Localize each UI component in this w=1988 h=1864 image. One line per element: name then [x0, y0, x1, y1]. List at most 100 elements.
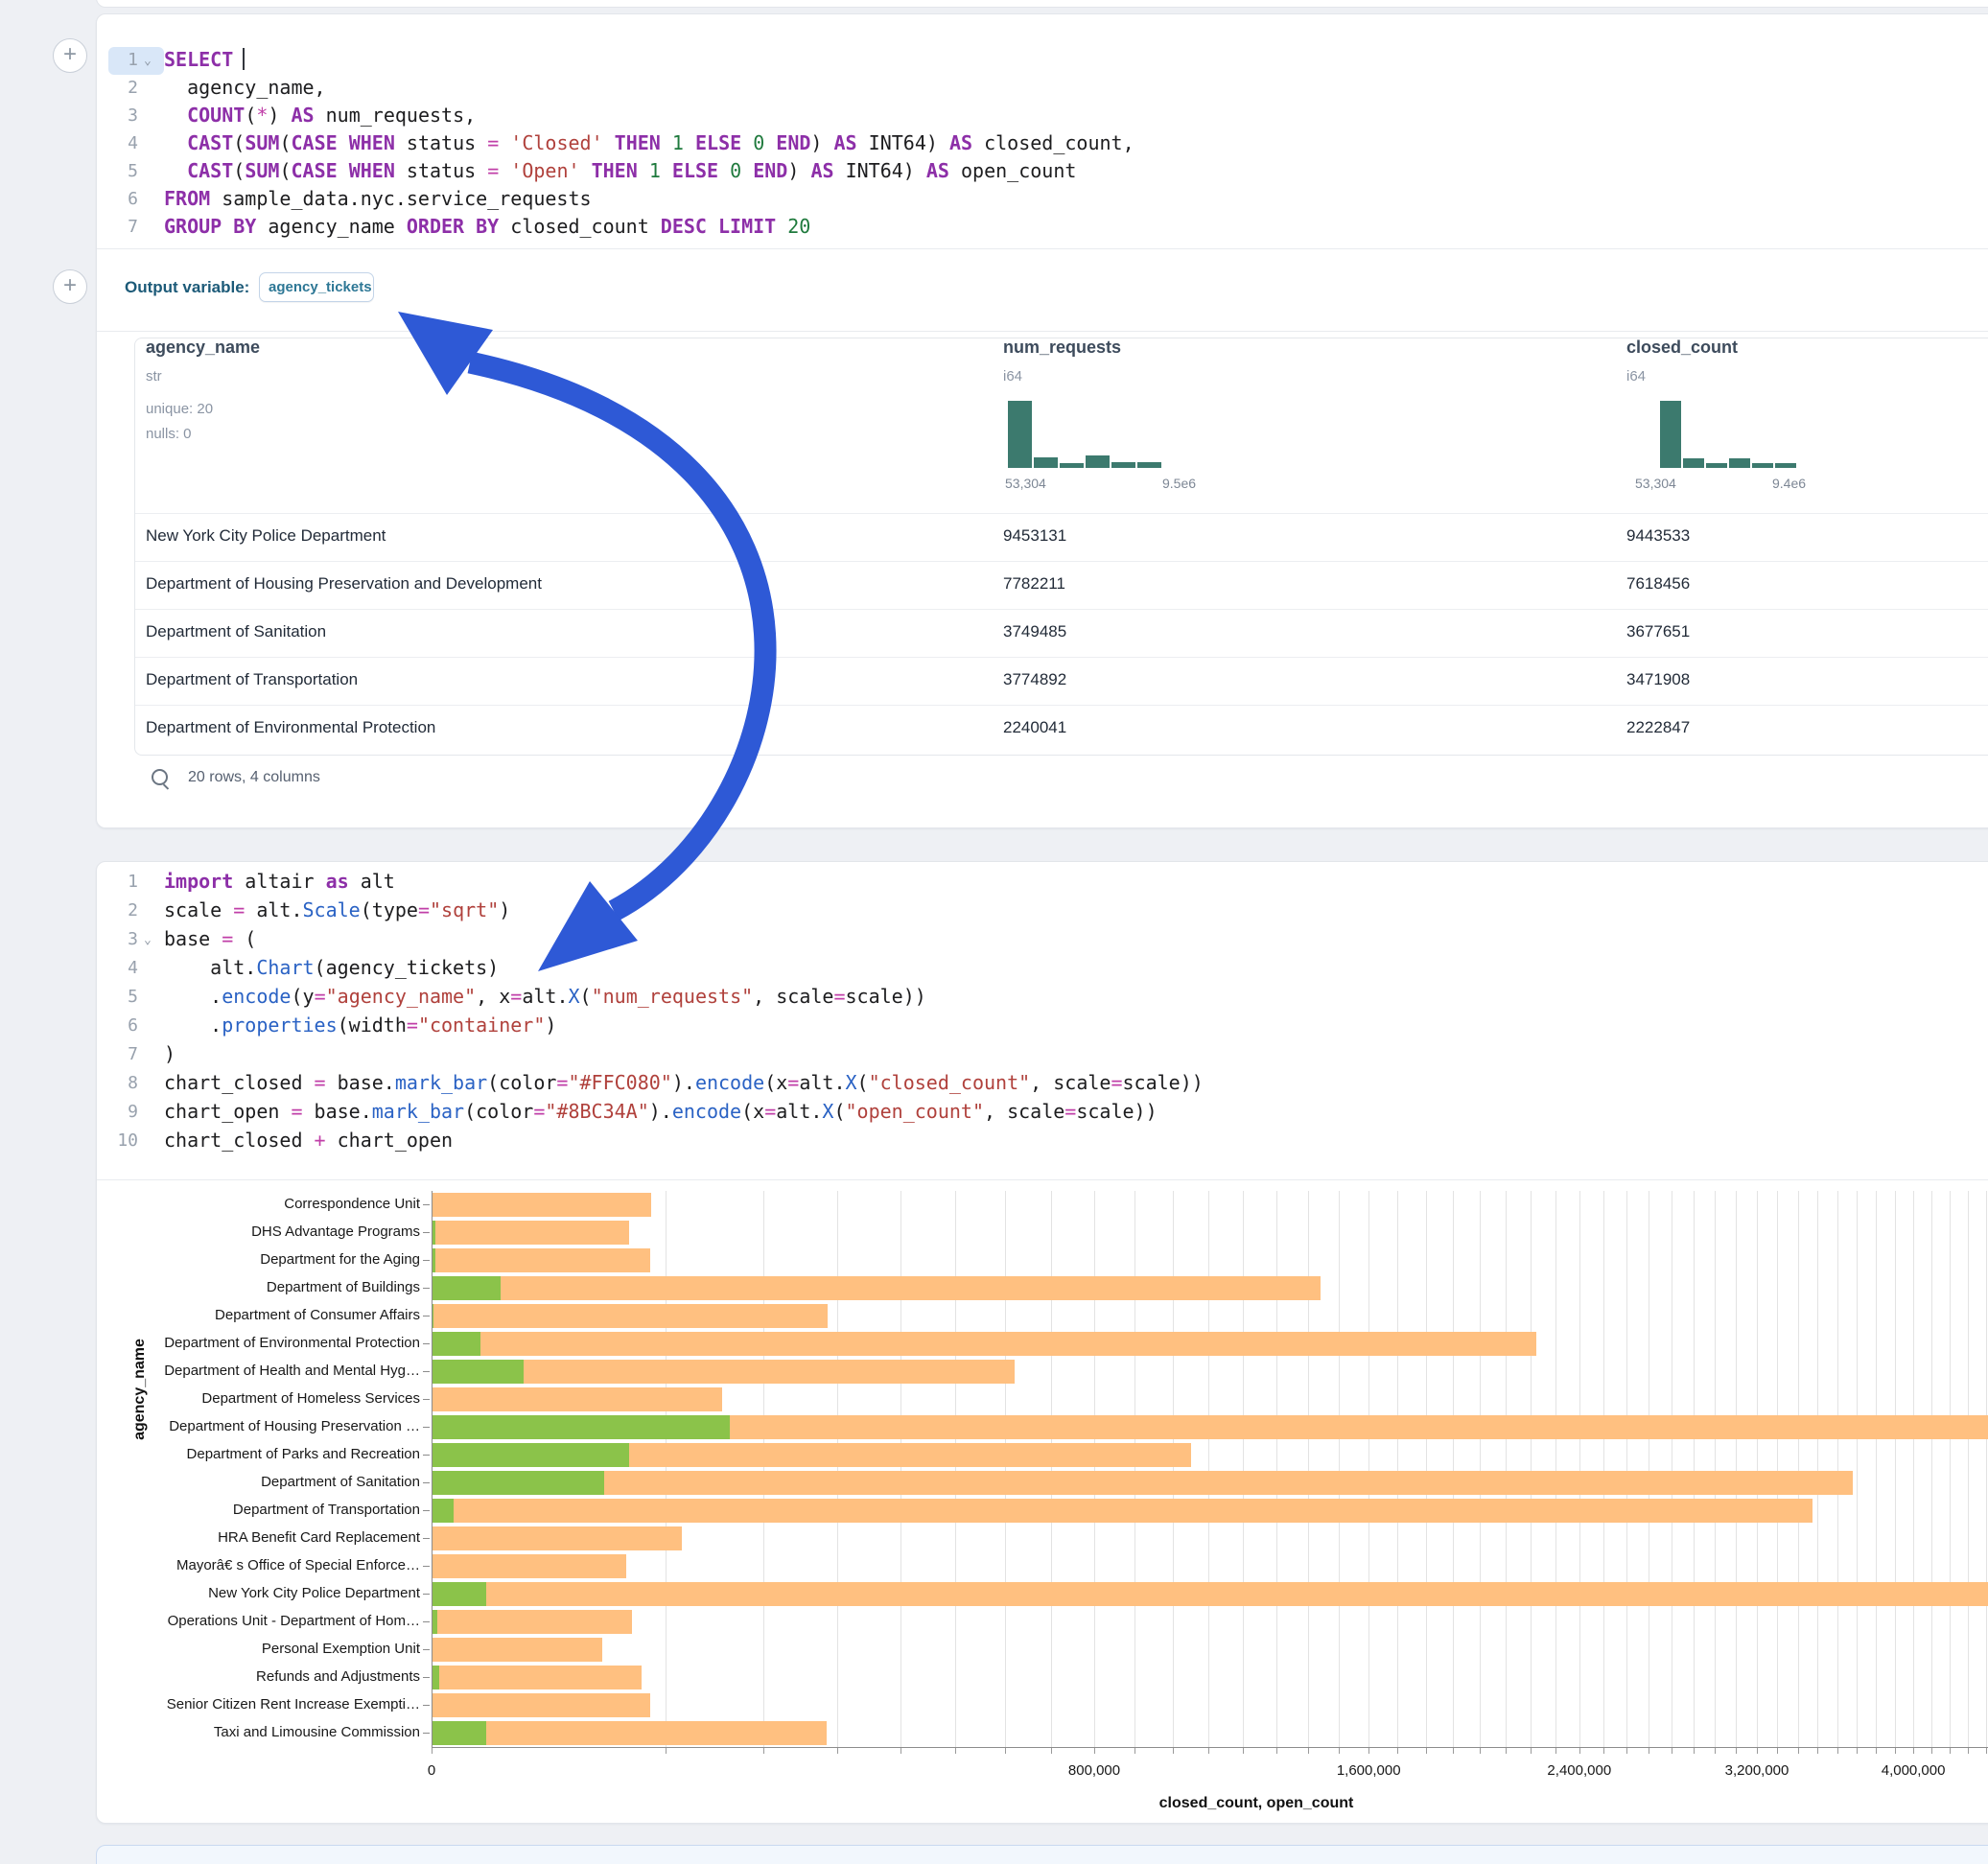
cell-num-requests: 3749485 — [1003, 622, 1066, 641]
chart-bar-closed[interactable] — [432, 1193, 651, 1217]
code-line[interactable]: 5 .encode(y="agency_name", x=alt.X("num_… — [0, 983, 1988, 1011]
chart-bar-open[interactable] — [432, 1276, 501, 1300]
line-number: 6 — [81, 185, 138, 213]
chart-x-tick — [1968, 1748, 1969, 1754]
chart-gridline — [1397, 1191, 1398, 1747]
chart-bar-closed[interactable] — [432, 1276, 1321, 1300]
chart-x-tick — [1837, 1748, 1838, 1754]
chart-gridline — [1931, 1191, 1932, 1747]
chart-x-tick — [1453, 1748, 1454, 1754]
histogram-bar — [1660, 401, 1681, 468]
code-line[interactable]: 2scale = alt.Scale(type="sqrt") — [0, 897, 1988, 924]
code-line[interactable]: 7) — [0, 1040, 1988, 1068]
histogram-bar — [1775, 463, 1796, 468]
chart-bar-closed[interactable] — [432, 1693, 650, 1717]
table-row[interactable]: New York City Police Department945313194… — [135, 513, 1988, 561]
chart-bar-open[interactable] — [432, 1360, 524, 1384]
chart-bar-closed[interactable] — [432, 1526, 682, 1550]
chart-bar-closed[interactable] — [432, 1499, 1813, 1523]
chart-bar-closed[interactable] — [432, 1248, 650, 1272]
histogram-bar — [1060, 463, 1084, 468]
chart-gridline — [1173, 1191, 1174, 1747]
collapse-caret-icon[interactable]: ⌄ — [144, 926, 152, 954]
code-line[interactable]: 6FROM sample_data.nyc.service_requests — [0, 185, 1988, 213]
chart-x-axis-title: closed_count, open_count — [1112, 1795, 1400, 1812]
chart-bar-closed[interactable] — [432, 1554, 626, 1578]
chart-x-tick — [1005, 1748, 1006, 1754]
chart-bar-open[interactable] — [432, 1499, 454, 1523]
column-header-agency-name[interactable]: agency_name — [146, 338, 260, 358]
code-text: ) — [164, 1040, 175, 1068]
chart-gridline — [1715, 1191, 1716, 1747]
code-line[interactable]: 10chart_closed + chart_open — [0, 1127, 1988, 1154]
code-line[interactable]: 4 alt.Chart(agency_tickets) — [0, 954, 1988, 982]
chart-y-tick — [423, 1510, 430, 1511]
chart-y-tick — [423, 1566, 430, 1567]
chart-bar-closed[interactable] — [432, 1221, 629, 1245]
histogram-num-requests — [1008, 399, 1171, 468]
chart-x-tick — [1757, 1748, 1758, 1754]
code-line[interactable]: 2 agency_name, — [0, 74, 1988, 102]
code-line[interactable]: 3 COUNT(*) AS num_requests, — [0, 102, 1988, 129]
table-row[interactable]: Department of Transportation377489234719… — [135, 657, 1988, 705]
table-row[interactable]: Department of Sanitation37494853677651 — [135, 609, 1988, 657]
table-row[interactable]: Department of Environmental Protection22… — [135, 705, 1988, 753]
chart-bar-closed[interactable] — [432, 1610, 632, 1634]
code-line[interactable]: 5 CAST(SUM(CASE WHEN status = 'Open' THE… — [0, 157, 1988, 185]
chart-y-tick — [423, 1399, 430, 1400]
output-variable-pill[interactable]: agency_tickets — [259, 272, 374, 302]
chart-gridline — [1986, 1191, 1987, 1747]
chart-bar-open[interactable] — [432, 1332, 480, 1356]
chart-bar-open[interactable] — [432, 1582, 486, 1606]
chart-bar-open[interactable] — [432, 1471, 604, 1495]
column-header-closed-count[interactable]: closed_count — [1626, 338, 1738, 358]
line-number: 7 — [81, 213, 138, 241]
chart-bar-closed[interactable] — [432, 1387, 722, 1411]
code-line[interactable]: 1import altair as alt — [0, 868, 1988, 896]
chart-gridline — [1757, 1191, 1758, 1747]
code-line[interactable]: 9chart_open = base.mark_bar(color="#8BC3… — [0, 1098, 1988, 1126]
code-line[interactable]: 7GROUP BY agency_name ORDER BY closed_co… — [0, 213, 1988, 241]
search-icon[interactable] — [152, 769, 168, 785]
add-cell-button-middle[interactable]: + — [53, 269, 87, 304]
column-header-num-requests[interactable]: num_requests — [1003, 338, 1121, 358]
chart-bar-closed[interactable] — [432, 1666, 642, 1689]
chart-bar-open[interactable] — [432, 1666, 439, 1689]
chart-bar-open[interactable] — [432, 1443, 629, 1467]
chart-x-tick — [763, 1748, 764, 1754]
table-row[interactable]: Department of Housing Preservation and D… — [135, 561, 1988, 609]
chart-gridline — [763, 1191, 764, 1747]
code-line[interactable]: 3⌄base = ( — [0, 925, 1988, 953]
line-number: 9 — [81, 1098, 138, 1126]
chart-bar-closed[interactable] — [432, 1638, 602, 1662]
code-line[interactable]: 8chart_closed = base.mark_bar(color="#FF… — [0, 1069, 1988, 1097]
cell-agency-name: Department of Sanitation — [146, 622, 326, 641]
collapse-caret-icon[interactable]: ⌄ — [144, 47, 152, 75]
cell-num-requests: 9453131 — [1003, 526, 1066, 546]
chart-bar-open[interactable] — [432, 1721, 486, 1745]
histogram-bar — [1008, 401, 1032, 468]
line-number: 7 — [81, 1040, 138, 1068]
chart-x-tick — [1694, 1748, 1695, 1754]
chart-bar-closed[interactable] — [432, 1332, 1536, 1356]
chart-bar-open[interactable] — [432, 1415, 730, 1439]
chart-bar-closed[interactable] — [432, 1721, 827, 1745]
chart-bar-closed[interactable] — [432, 1304, 828, 1328]
chart-y-label: Taxi and Limousine Commission — [0, 1724, 420, 1740]
code-line[interactable]: 4 CAST(SUM(CASE WHEN status = 'Closed' T… — [0, 129, 1988, 157]
code-line[interactable]: 1⌄SELECT — [0, 46, 1988, 74]
chart-x-tick — [900, 1748, 901, 1754]
chart-y-label: Personal Exemption Unit — [0, 1641, 420, 1657]
chart-x-tick — [1777, 1748, 1778, 1754]
chart-bar-closed[interactable] — [432, 1582, 1988, 1606]
chart-x-tick — [666, 1748, 667, 1754]
chart-gridline — [1837, 1191, 1838, 1747]
chart-bar-closed[interactable] — [432, 1471, 1853, 1495]
histogram-bar — [1086, 455, 1110, 468]
code-text: CAST(SUM(CASE WHEN status = 'Closed' THE… — [164, 129, 1134, 157]
histogram-bar — [1706, 463, 1727, 468]
chart-x-tick — [432, 1748, 433, 1754]
code-line[interactable]: 6 .properties(width="container") — [0, 1012, 1988, 1039]
chart-gridline — [1895, 1191, 1896, 1747]
chart-x-tick — [1506, 1748, 1507, 1754]
